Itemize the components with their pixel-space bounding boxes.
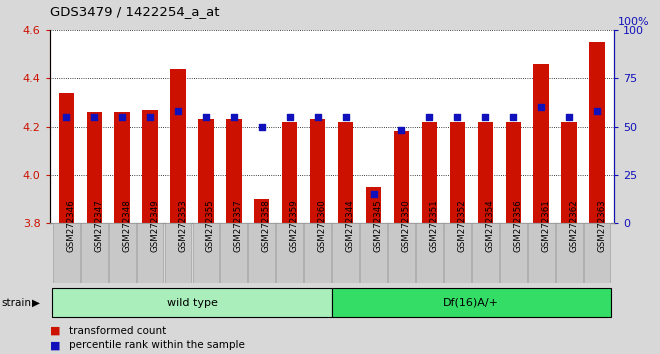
Text: GSM272351: GSM272351 — [430, 200, 438, 252]
Point — [312, 114, 323, 120]
Point — [424, 114, 435, 120]
Text: GSM272347: GSM272347 — [94, 200, 103, 252]
Point — [368, 191, 379, 197]
Bar — [109, 223, 135, 283]
Bar — [137, 223, 164, 283]
Text: Df(16)A/+: Df(16)A/+ — [444, 298, 500, 308]
Point — [508, 114, 519, 120]
Bar — [506, 122, 521, 223]
Text: GSM272356: GSM272356 — [513, 200, 522, 252]
Point — [61, 114, 71, 120]
Bar — [589, 42, 605, 223]
Text: percentile rank within the sample: percentile rank within the sample — [69, 340, 245, 350]
Point — [452, 114, 463, 120]
Bar — [226, 119, 242, 223]
Bar — [533, 64, 549, 223]
Bar — [164, 223, 191, 283]
Bar — [338, 122, 353, 223]
Bar — [360, 223, 387, 283]
Text: GSM272344: GSM272344 — [346, 200, 354, 252]
Point — [228, 114, 239, 120]
Bar — [304, 223, 331, 283]
Bar — [394, 131, 409, 223]
Text: strain: strain — [1, 298, 31, 308]
Bar — [254, 199, 269, 223]
Bar — [52, 288, 331, 317]
Bar — [478, 122, 493, 223]
Bar — [282, 122, 298, 223]
Text: wild type: wild type — [166, 298, 217, 308]
Text: GSM272345: GSM272345 — [374, 200, 383, 252]
Bar — [388, 223, 415, 283]
Text: GSM272352: GSM272352 — [457, 200, 467, 252]
Point — [341, 114, 351, 120]
Bar — [248, 223, 275, 283]
Bar — [59, 93, 74, 223]
Text: GSM272350: GSM272350 — [401, 200, 411, 252]
Text: ▶: ▶ — [32, 298, 40, 308]
Bar — [583, 223, 611, 283]
Text: 100%: 100% — [618, 17, 649, 27]
Text: GDS3479 / 1422254_a_at: GDS3479 / 1422254_a_at — [50, 5, 219, 18]
Bar — [310, 119, 325, 223]
Point — [480, 114, 490, 120]
Bar — [416, 223, 443, 283]
Bar — [193, 223, 219, 283]
Text: GSM272361: GSM272361 — [541, 200, 550, 252]
Text: GSM272363: GSM272363 — [597, 200, 606, 252]
Bar — [331, 288, 611, 317]
Text: GSM272354: GSM272354 — [485, 200, 494, 252]
Bar — [500, 223, 527, 283]
Point — [592, 108, 603, 114]
Bar — [472, 223, 499, 283]
Point — [201, 114, 211, 120]
Text: GSM272362: GSM272362 — [569, 200, 578, 252]
Point — [284, 114, 295, 120]
Point — [396, 127, 407, 133]
Bar — [449, 122, 465, 223]
Point — [257, 124, 267, 130]
Text: GSM272346: GSM272346 — [66, 200, 75, 252]
Text: GSM272353: GSM272353 — [178, 200, 187, 252]
Text: GSM272357: GSM272357 — [234, 200, 243, 252]
Text: GSM272358: GSM272358 — [262, 200, 271, 252]
Text: GSM272360: GSM272360 — [317, 200, 327, 252]
Bar — [422, 122, 437, 223]
Point — [89, 114, 100, 120]
Bar — [562, 122, 577, 223]
Text: GSM272348: GSM272348 — [122, 200, 131, 252]
Bar — [444, 223, 471, 283]
Point — [564, 114, 574, 120]
Point — [536, 104, 546, 110]
Point — [173, 108, 183, 114]
Text: GSM272349: GSM272349 — [150, 200, 159, 252]
Bar — [114, 112, 130, 223]
Bar — [366, 187, 381, 223]
Bar — [170, 69, 185, 223]
Bar — [556, 223, 583, 283]
Bar — [277, 223, 303, 283]
Bar — [198, 119, 214, 223]
Text: transformed count: transformed count — [69, 326, 166, 336]
Text: GSM272359: GSM272359 — [290, 200, 299, 252]
Bar — [143, 110, 158, 223]
Text: ■: ■ — [50, 340, 60, 350]
Bar — [86, 112, 102, 223]
Text: GSM272355: GSM272355 — [206, 200, 215, 252]
Point — [145, 114, 155, 120]
Bar — [53, 223, 80, 283]
Bar — [220, 223, 248, 283]
Bar — [81, 223, 108, 283]
Bar — [528, 223, 554, 283]
Text: ■: ■ — [50, 326, 60, 336]
Bar — [332, 223, 359, 283]
Point — [117, 114, 127, 120]
